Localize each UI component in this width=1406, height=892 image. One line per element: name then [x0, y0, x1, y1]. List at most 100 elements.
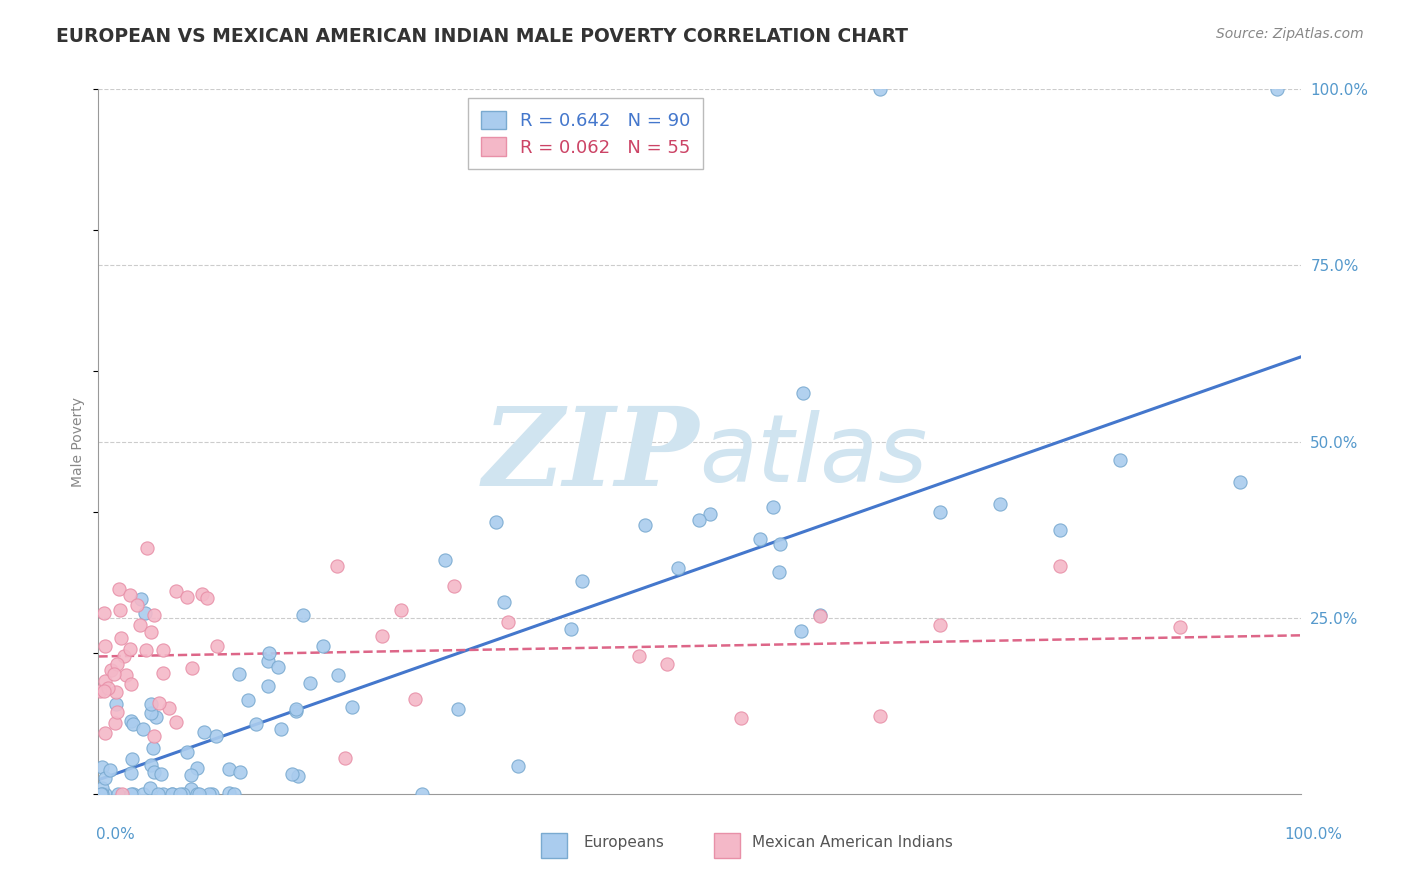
Point [110, 603, 132, 617]
Point [112, 648, 135, 663]
Point [792, 386, 814, 401]
Point [808, 608, 831, 623]
Point [104, 685, 127, 699]
Text: 100.0%: 100.0% [1285, 827, 1343, 841]
Point [105, 657, 128, 671]
Point [134, 606, 156, 620]
Point [224, 787, 246, 801]
Point [94, 673, 117, 688]
Point [762, 500, 785, 514]
Point [120, 765, 142, 780]
Point [218, 786, 240, 800]
Point [169, 787, 191, 801]
Point [928, 618, 950, 632]
Point [91, 780, 114, 795]
Text: Mexican American Indians: Mexican American Indians [752, 836, 953, 850]
Point [256, 679, 278, 693]
Point [447, 702, 470, 716]
Point [201, 787, 224, 801]
Point [160, 787, 183, 801]
Point [498, 615, 520, 630]
Point [657, 657, 679, 672]
Point [121, 787, 143, 801]
Point [135, 643, 157, 657]
Point [148, 787, 170, 801]
Point [688, 513, 710, 527]
Point [284, 704, 307, 718]
Point [218, 762, 240, 776]
Point [204, 730, 226, 744]
Point [666, 560, 689, 574]
Point [107, 582, 129, 597]
Point [180, 767, 202, 781]
Point [141, 758, 163, 772]
Point [790, 624, 813, 638]
Point [245, 716, 267, 731]
Point [152, 665, 174, 680]
Point [404, 692, 426, 706]
Point [411, 787, 433, 801]
Point [120, 714, 142, 728]
Point [165, 714, 187, 729]
Point [186, 787, 208, 801]
Point [91, 787, 114, 801]
Point [136, 541, 159, 556]
Point [928, 505, 950, 519]
Point [120, 589, 142, 603]
Point [128, 618, 150, 632]
Point [236, 693, 259, 707]
Point [93, 684, 115, 698]
Point [152, 787, 174, 801]
Legend: R = 0.642   N = 90, R = 0.062   N = 55: R = 0.642 N = 90, R = 0.062 N = 55 [468, 98, 703, 169]
Point [485, 515, 508, 529]
Point [1229, 475, 1251, 489]
Point [634, 518, 657, 533]
Point [162, 787, 184, 801]
Point [172, 787, 194, 801]
Point [508, 759, 530, 773]
Point [181, 661, 204, 675]
Text: 0.0%: 0.0% [96, 827, 135, 841]
Point [105, 698, 128, 712]
Point [100, 763, 122, 777]
Point [110, 632, 132, 646]
Point [299, 676, 322, 690]
Point [988, 497, 1011, 511]
Point [107, 787, 129, 801]
Point [186, 761, 208, 775]
Point [105, 705, 128, 719]
Point [104, 715, 127, 730]
Point [91, 760, 114, 774]
Point [291, 607, 314, 622]
Point [326, 668, 349, 682]
Point [1170, 620, 1192, 634]
Point [285, 702, 308, 716]
Point [125, 598, 148, 612]
Point [198, 787, 221, 801]
Point [280, 767, 302, 781]
Point [176, 591, 198, 605]
Text: ZIP: ZIP [482, 402, 699, 509]
Point [287, 769, 309, 783]
Point [207, 639, 229, 653]
Point [120, 677, 142, 691]
Point [228, 667, 250, 681]
Point [139, 706, 162, 721]
Point [312, 639, 335, 653]
Point [165, 584, 187, 599]
Point [571, 574, 593, 589]
Point [142, 740, 165, 755]
Point [266, 660, 288, 674]
Point [143, 764, 166, 779]
Point [193, 724, 215, 739]
Point [94, 639, 117, 653]
Point [138, 781, 160, 796]
Point [188, 787, 211, 801]
Point [257, 646, 280, 660]
Text: atlas: atlas [699, 410, 928, 501]
Point [93, 607, 115, 621]
Point [157, 701, 180, 715]
Point [768, 565, 790, 579]
Point [326, 559, 349, 574]
Point [142, 607, 165, 622]
